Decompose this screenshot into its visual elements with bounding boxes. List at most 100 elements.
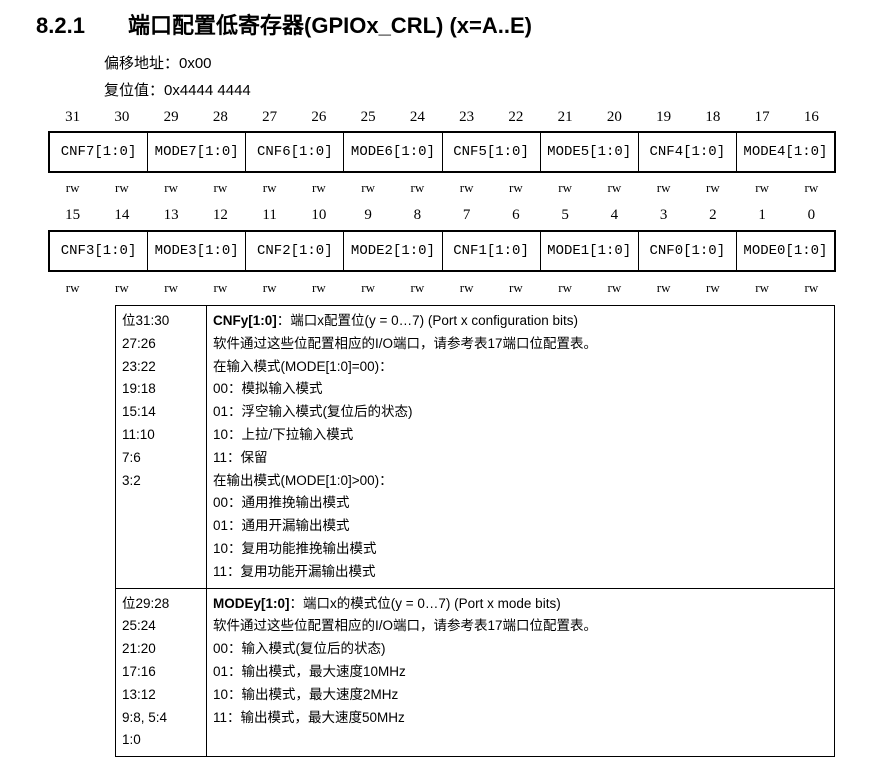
field-summary: ：端口x的模式位(y = 0…7) (Port x mode bits) <box>289 595 561 611</box>
field-heading: MODEy[1:0]：端口x的模式位(y = 0…7) (Port x mode… <box>213 593 828 616</box>
access-type: rw <box>115 180 129 195</box>
access-type: rw <box>312 280 326 295</box>
description-line: 11：输出模式，最大速度50MHz <box>213 709 405 725</box>
bit-number: 14 <box>114 207 130 223</box>
register-field: CNF2[1:0] <box>246 232 345 270</box>
bit-number: 20 <box>606 109 622 125</box>
register-field: MODE6[1:0] <box>344 133 443 171</box>
access-type: rw <box>804 180 819 195</box>
bit-number: 2 <box>709 207 717 223</box>
field-summary: ：端口x配置位(y = 0…7) (Port x configuration b… <box>276 313 578 328</box>
access-type: rw <box>804 280 819 295</box>
bit-number: 27 <box>262 109 278 125</box>
description-line: 软件通过这些位配置相应的I/O端口，请参考表17端口位配置表。 <box>213 618 598 634</box>
bit-number: 15 <box>65 207 81 223</box>
access-type: rw <box>509 180 523 195</box>
access-type: rw <box>213 280 228 295</box>
bit-number: 12 <box>212 207 228 223</box>
bit-number: 7 <box>462 207 471 223</box>
access-type: rw <box>410 280 425 295</box>
bit-number: 10 <box>311 207 327 223</box>
description-line: 10：上拉/下拉输入模式 <box>213 426 354 442</box>
bit-numbers: 31 30 29 28 27 26 25 24 23 22 21 20 19 18 17 16 <box>48 109 836 126</box>
field-name: MODEy[1:0] <box>213 595 290 611</box>
bit-number: 8 <box>413 207 422 223</box>
register-field: MODE0[1:0] <box>743 243 828 259</box>
description-cell: CNFy[1:0]：端口x配置位(y = 0…7) (Port x config… <box>206 305 835 589</box>
register-field: MODE5[1:0] <box>541 133 639 171</box>
bit-number: 1 <box>758 207 766 223</box>
bit-range: 3:2 <box>122 472 141 488</box>
access-type: rw <box>656 180 671 195</box>
description-line: 软件通过这些位配置相应的I/O端口，请参考表17端口位配置表。 <box>213 335 598 351</box>
description-row: 位31:30 27:26 23:22 19:18 15:14 11:10 7:6 3:2 CNF… <box>115 305 835 589</box>
access-type: rw <box>755 280 769 295</box>
description-line: 00：模拟输入模式 <box>213 381 323 397</box>
bit-number: 9 <box>364 207 372 223</box>
bit-range: 15:14 <box>122 404 156 420</box>
access-type: rw <box>213 180 228 195</box>
register-field: CNF6[1:0] <box>246 133 345 171</box>
bit-number: 25 <box>360 109 376 125</box>
section-title: 端口配置低寄存器(GPIOx_CRL) (x=A..E) <box>128 13 532 38</box>
access-type: rw <box>755 180 769 195</box>
bit-range: 23:22 <box>122 358 156 374</box>
bit-description-table: 位31:30 27:26 23:22 19:18 15:14 11:10 7:6 3:2 CNF… <box>115 305 835 757</box>
access-type: rw <box>558 280 572 295</box>
bit-number: 26 <box>311 109 327 125</box>
bit-range: 11:10 <box>122 426 155 442</box>
register-field: CNF0[1:0] <box>639 232 737 270</box>
bit-number: 5 <box>561 207 569 223</box>
access-types: rw rw rw rw rw rw rw rw rw rw rw rw rw rw rw rw <box>48 180 836 196</box>
bit-range: 27:26 <box>122 335 156 351</box>
access-type: rw <box>706 180 720 195</box>
description-line: 01：通用开漏输出模式 <box>213 518 350 534</box>
access-type: rw <box>656 280 671 295</box>
access-type: rw <box>262 180 277 195</box>
register-field: MODE2[1:0] <box>344 232 443 270</box>
register-field: MODE1[1:0] <box>541 232 639 270</box>
access-type: rw <box>65 280 80 295</box>
register-field: CNF3[1:0] <box>50 232 149 270</box>
offset-address: 偏移地址：0x00 <box>104 55 212 72</box>
register-field: CNF5[1:0] <box>443 133 541 171</box>
description-line: 01：浮空输入模式(复位后的状态) <box>213 404 413 420</box>
description-line: 11：保留 <box>213 449 268 465</box>
field-name: CNFy[1:0] <box>213 313 277 328</box>
bit-range: 位31:30 <box>122 313 170 328</box>
bit-number: 0 <box>807 207 816 223</box>
bit-range: 9:8, 5:4 <box>122 709 168 725</box>
description-line: 01：输出模式，最大速度10MHz <box>213 663 406 679</box>
bit-range: 1:0 <box>122 732 141 748</box>
access-types: rw rw rw rw rw rw rw rw rw rw rw rw rw rw rw rw <box>48 280 836 296</box>
bit-range: 21:20 <box>122 641 156 657</box>
bit-range: 7:6 <box>122 449 141 465</box>
section-number: 8.2.1 <box>36 13 85 38</box>
description-line: 11：复用功能开漏输出模式 <box>213 563 376 579</box>
access-type: rw <box>459 280 474 295</box>
bit-number: 11 <box>262 207 277 223</box>
bit-number: 13 <box>163 207 179 223</box>
description-row: 位29:28 25:24 21:20 17:16 13:12 9:8, 5:4 1:0 MOD… <box>115 587 835 757</box>
register-field: MODE4[1:0] <box>743 144 828 160</box>
bit-number: 23 <box>459 109 475 125</box>
access-type: rw <box>607 180 622 195</box>
bit-number: 22 <box>508 109 524 125</box>
bit-number: 4 <box>610 207 619 223</box>
description-line: 10：输出模式，最大速度2MHz <box>213 686 399 702</box>
bit-number: 30 <box>114 109 130 125</box>
description-line: 在输出模式(MODE[1:0]>00)： <box>213 472 393 488</box>
bit-number: 18 <box>705 109 721 125</box>
bit-number: 29 <box>163 109 179 125</box>
access-type: rw <box>459 180 474 195</box>
register-field: CNF1[1:0] <box>443 232 541 270</box>
access-type: rw <box>312 180 326 195</box>
access-type: rw <box>361 280 375 295</box>
bit-number: 16 <box>803 109 819 125</box>
description-line: 00：输入模式(复位后的状态) <box>213 641 386 657</box>
bit-range: 位29:28 <box>122 595 170 611</box>
bit-number: 24 <box>409 109 425 125</box>
bit-range: 13:12 <box>122 686 156 702</box>
register-field: MODE3[1:0] <box>148 232 247 270</box>
description-cell: MODEy[1:0]：端口x的模式位(y = 0…7) (Port x mode… <box>206 587 835 757</box>
